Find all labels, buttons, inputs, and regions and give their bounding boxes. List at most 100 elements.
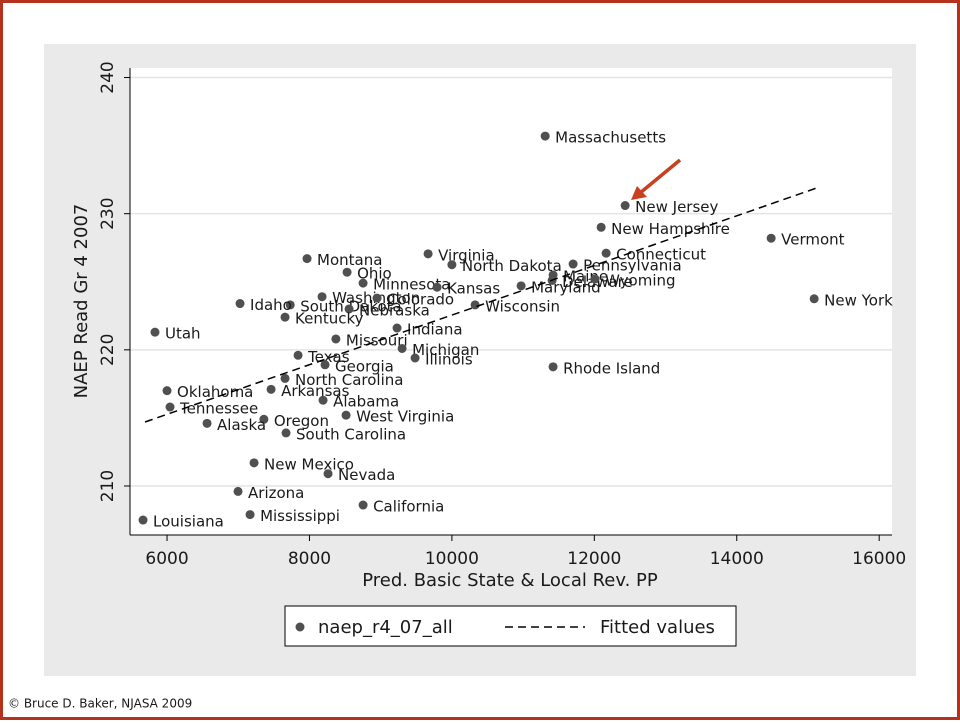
point: [470, 300, 480, 310]
point: [266, 384, 276, 394]
point: [548, 362, 558, 372]
point: [259, 414, 269, 424]
point: [320, 360, 330, 370]
point-label: Rhode Island: [563, 359, 660, 377]
point-label: Oregon: [274, 412, 329, 430]
point-label: Virginia: [438, 246, 495, 264]
point: [249, 458, 259, 468]
legend-label: naep_r4_07_all: [318, 617, 453, 638]
point: [293, 350, 303, 360]
point-label: Montana: [317, 251, 382, 269]
point: [317, 292, 327, 302]
point: [423, 249, 433, 259]
legend: [284, 605, 737, 647]
point-label: Indiana: [407, 321, 463, 339]
point: [620, 201, 630, 211]
point-label: Minnesota: [373, 276, 450, 294]
point: [596, 222, 606, 232]
x-tick-label: 6000: [145, 549, 188, 569]
point: [280, 373, 290, 383]
point: [344, 304, 354, 314]
point-label: Wisconsin: [485, 297, 560, 315]
point: [568, 259, 578, 269]
y-tick-label: 240: [98, 61, 118, 93]
point-label: Nebraska: [359, 301, 430, 319]
x-tick-label: 16000: [852, 549, 906, 569]
point-label: Kentucky: [295, 310, 364, 328]
point-label: Nevada: [338, 466, 395, 484]
point-label: Georgia: [335, 357, 394, 375]
point: [331, 334, 341, 344]
point: [285, 300, 295, 310]
point: [809, 294, 819, 304]
point: [432, 282, 442, 292]
point-label: Illinois: [425, 351, 473, 369]
point-label: Arkansas: [281, 382, 350, 400]
y-tick-label: 230: [98, 197, 118, 229]
y-tick-label: 220: [98, 334, 118, 366]
point-label: Kansas: [447, 280, 500, 298]
point: [318, 395, 328, 405]
point-label: Alabama: [333, 393, 399, 411]
x-tick-label: 14000: [710, 549, 764, 569]
legend-label: Fitted values: [600, 617, 715, 638]
x-tick-label: 10000: [425, 549, 479, 569]
point: [358, 278, 368, 288]
point-label: Maryland: [531, 278, 601, 296]
point-label: Louisiana: [153, 513, 224, 531]
point-label: Idaho: [250, 296, 292, 314]
point: [150, 327, 160, 337]
x-tick-label: 8000: [288, 549, 331, 569]
point-label: New Mexico: [264, 455, 354, 473]
point: [245, 510, 255, 520]
point: [392, 323, 402, 333]
point-label: New York: [824, 291, 893, 309]
point-label: Arizona: [248, 484, 304, 502]
point: [323, 469, 333, 479]
point-label: Vermont: [781, 231, 845, 249]
point: [202, 418, 212, 428]
point-label: Ohio: [357, 265, 392, 283]
point: [372, 293, 382, 303]
point: [540, 131, 550, 141]
point: [410, 353, 420, 363]
point: [341, 410, 351, 420]
point-label: South Carolina: [296, 425, 406, 443]
point: [138, 515, 148, 525]
point: [280, 312, 290, 322]
point-label: New Hampshire: [611, 220, 730, 238]
point-label: West Virginia: [356, 408, 454, 426]
point-label: Colorado: [387, 291, 454, 309]
plot-region: [130, 68, 892, 535]
x-tick-label: 12000: [567, 549, 621, 569]
grid: [130, 76, 892, 487]
point-label: Pennsylvania: [583, 257, 682, 275]
point: [516, 281, 526, 291]
point-label: Oklahoma: [177, 383, 253, 401]
point-label: North Dakota: [462, 257, 562, 275]
y-axis-title: NAEP Read Gr 4 2007: [71, 204, 92, 399]
point-label: Mississippi: [260, 507, 340, 525]
point-label: Alaska: [217, 416, 266, 434]
point-label: Michigan: [412, 341, 479, 359]
point: [397, 343, 407, 353]
point: [766, 233, 776, 243]
point: [233, 486, 243, 496]
x-axis-title: Pred. Basic State & Local Rev. PP: [362, 570, 658, 591]
point: [165, 402, 175, 412]
point-label: New Jersey: [635, 198, 718, 216]
point-label: Utah: [165, 325, 201, 343]
point-label: California: [373, 498, 444, 516]
point: [447, 260, 457, 270]
footer: © Bruce D. Baker, NJASA 2009: [8, 697, 192, 711]
point: [342, 267, 352, 277]
fitted-line: [144, 187, 818, 423]
point: [590, 274, 600, 284]
point-label: North Carolina: [295, 371, 403, 389]
annotation-arrow: [631, 158, 682, 200]
point: [302, 254, 312, 264]
point: [358, 500, 368, 510]
point: [235, 299, 245, 309]
legend-marker: [295, 622, 305, 632]
